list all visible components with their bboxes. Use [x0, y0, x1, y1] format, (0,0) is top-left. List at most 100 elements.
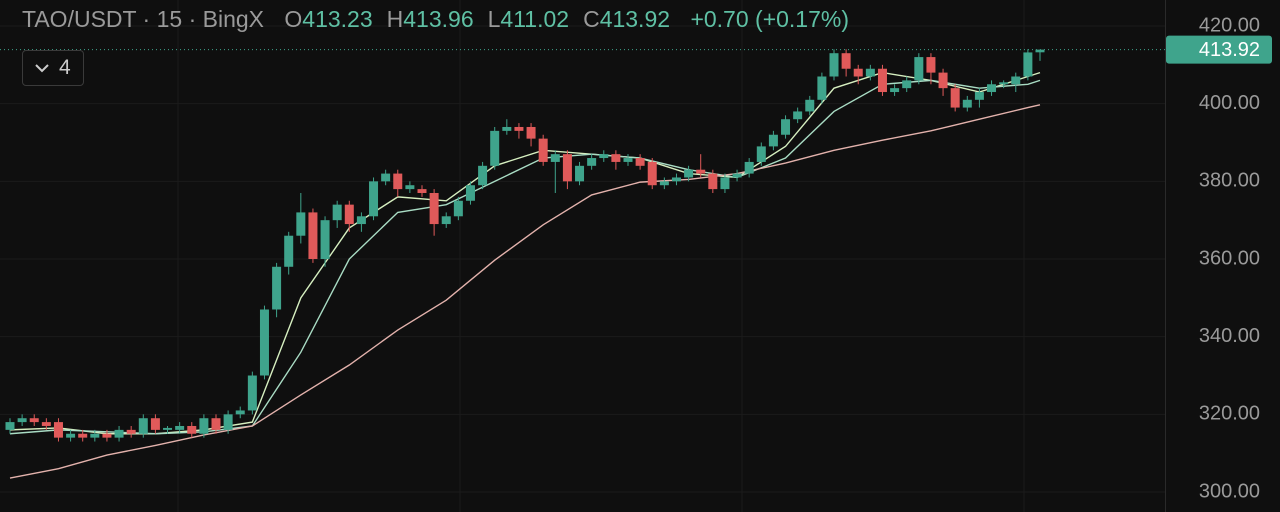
candle-body	[902, 80, 912, 89]
candle-body	[768, 134, 778, 147]
candle-body	[587, 158, 597, 166]
candle-body	[429, 192, 439, 225]
candle-body	[793, 111, 803, 120]
y-tick-label: 360.00	[1199, 247, 1260, 269]
candle-body	[441, 216, 451, 225]
ohlc-legend: O413.23 H413.96 L411.02 C413.92	[270, 6, 670, 32]
candle-body	[635, 158, 645, 166]
candle-body	[272, 266, 282, 310]
candle-body	[478, 165, 488, 186]
candle-body	[720, 177, 730, 190]
candle-body	[1035, 49, 1045, 53]
candle-body	[829, 53, 839, 77]
candle-body	[223, 414, 233, 430]
candle-body	[708, 173, 718, 190]
candle-body	[817, 76, 827, 100]
candle-body	[938, 72, 948, 89]
candle-body	[5, 422, 15, 430]
candle-body	[877, 68, 887, 93]
vertical-grid	[177, 0, 1025, 512]
candle-body	[562, 154, 572, 182]
candle-body	[332, 204, 342, 221]
candle-body	[926, 57, 936, 73]
candle-body	[344, 204, 354, 225]
candle-body	[187, 425, 197, 434]
candle-body	[114, 429, 124, 438]
candle-body	[526, 126, 536, 139]
y-tick-label: 320.00	[1199, 403, 1260, 425]
candle-body	[393, 173, 403, 190]
candle-body	[974, 92, 984, 100]
ohlc-value: 413.92	[599, 6, 671, 32]
candle-body	[199, 418, 209, 434]
candle-body	[514, 126, 524, 131]
candle-body	[417, 189, 427, 193]
candle-body	[744, 161, 754, 174]
candle-body	[575, 165, 585, 182]
candle-body	[890, 88, 900, 93]
ohlc-key: L	[487, 6, 501, 32]
candle-body	[756, 146, 766, 162]
candle-body	[659, 181, 669, 186]
candle-body	[29, 418, 39, 423]
candle-body	[671, 177, 681, 182]
ohlc-key: C	[583, 6, 600, 32]
candle-body	[102, 433, 112, 438]
indicator-count: 4	[59, 56, 71, 79]
candle-body	[853, 68, 863, 77]
ohlc-key: O	[284, 6, 303, 32]
ohlc-value: 413.96	[403, 6, 474, 32]
y-tick-label: 300.00	[1199, 480, 1260, 502]
candle-body	[865, 68, 875, 77]
last-price-tag	[1166, 35, 1272, 64]
y-tick-label: 400.00	[1199, 92, 1260, 114]
candle-body	[453, 200, 463, 217]
chevron-icon	[35, 64, 49, 73]
candle-body	[465, 185, 475, 201]
candle-body	[163, 427, 173, 430]
y-tick-label: 340.00	[1199, 325, 1260, 347]
candle-body	[781, 119, 791, 135]
candle-body	[647, 161, 657, 186]
change: +0.70	[690, 6, 749, 32]
candle-body	[235, 410, 245, 415]
last-price-label: 413.92	[1199, 39, 1260, 61]
candle-body	[211, 418, 221, 430]
candle-body	[381, 173, 391, 182]
candle-body	[950, 88, 960, 108]
candle-body	[732, 173, 742, 178]
candle-body	[538, 138, 548, 162]
candle-body	[550, 154, 560, 162]
candle-body	[962, 99, 972, 108]
candle-body	[126, 429, 136, 434]
ohlc-value: 411.02	[500, 6, 570, 32]
candle-body	[1023, 52, 1033, 77]
indicator-toggle[interactable]: 4	[22, 50, 84, 86]
moving-average	[9, 104, 1041, 479]
candle-body	[696, 169, 706, 174]
moving-average	[9, 71, 1041, 435]
candle-body	[405, 185, 415, 190]
candle-body	[623, 158, 633, 162]
ohlc-value: 413.23	[302, 6, 373, 32]
symbol-title: TAO/USDT · 15 · BingX	[22, 6, 264, 32]
candle-body	[611, 154, 621, 162]
candle-body	[320, 220, 330, 260]
candle-body	[805, 99, 815, 112]
candle-body	[138, 418, 148, 434]
candle-body	[17, 418, 27, 423]
candle-body	[684, 169, 694, 178]
candle-body	[356, 216, 366, 225]
moving-average	[9, 79, 1041, 435]
candle-body	[296, 212, 306, 236]
candle-body	[90, 433, 100, 438]
candle-body	[599, 154, 609, 159]
candle-body	[914, 57, 924, 81]
y-tick-label: 420.00	[1199, 14, 1260, 36]
candle-body	[999, 82, 1009, 85]
candle-body	[66, 433, 76, 438]
candle-body	[259, 309, 269, 376]
candle-body	[490, 130, 500, 166]
